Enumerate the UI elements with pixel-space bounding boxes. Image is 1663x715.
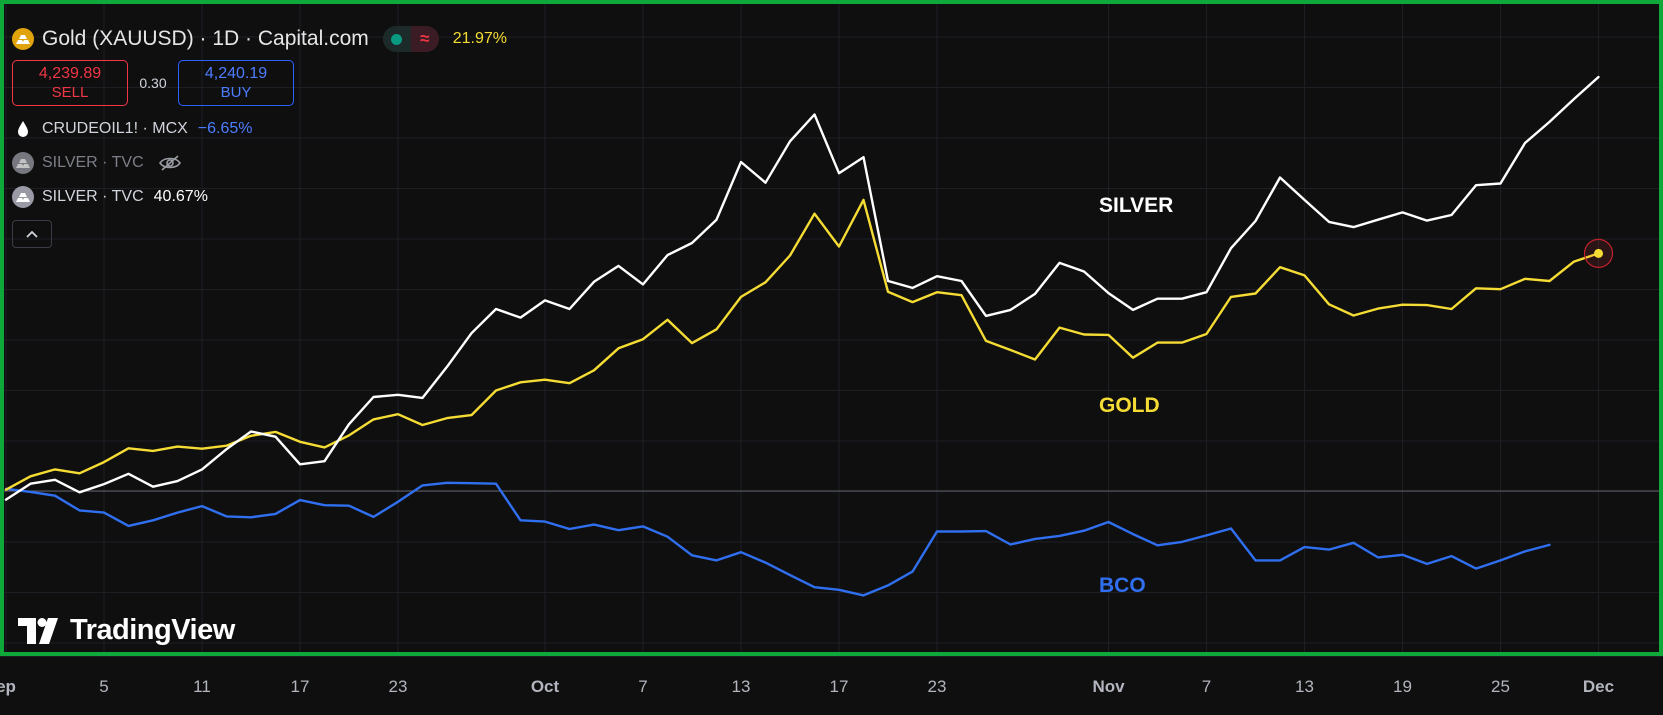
compare-symbol-name[interactable]: CRUDEOIL1! · MCX (42, 120, 188, 137)
buy-button[interactable]: 4,240.19 BUY (178, 60, 294, 106)
sell-price: 4,239.89 (38, 65, 102, 82)
market-open-dot-icon (391, 33, 403, 45)
tradingview-logo[interactable]: TradingView (18, 614, 235, 647)
compare-symbol-name[interactable]: SILVER · TVC (42, 188, 144, 205)
logo-text: TradingView (70, 614, 235, 646)
market-status-pill[interactable]: ≈ (382, 26, 439, 52)
x-tick-label: 5 (99, 677, 108, 696)
compare-symbol-name[interactable]: SILVER · TVC (42, 154, 144, 171)
gold-bars-icon (12, 28, 34, 50)
collapse-legend-button[interactable] (12, 220, 52, 248)
x-tick-label: 7 (1202, 677, 1211, 696)
main-change-pct: 21.97% (452, 30, 508, 47)
main-symbol-title[interactable]: Gold (XAUUSD) · 1D · Capital.com (42, 27, 369, 50)
series-line-bco (4, 481, 1551, 597)
x-tick-label: 13 (732, 677, 751, 696)
spread-value: 0.30 (139, 75, 167, 91)
buy-label: BUY (220, 84, 252, 101)
x-tick-label: Dec (1583, 677, 1614, 696)
x-tick-label: 11 (193, 677, 211, 696)
last-price-marker-dot (1594, 248, 1603, 258)
legend-main-row[interactable]: Gold (XAUUSD) · 1D · Capital.com ≈ 21.97… (12, 22, 507, 56)
eye-crossed-icon[interactable] (158, 154, 182, 172)
legend-compare-silver-hidden[interactable]: SILVER · TVC (12, 146, 507, 180)
x-tick-label: Oct (531, 677, 560, 696)
tradingview-mark-icon (18, 617, 58, 644)
legend: Gold (XAUUSD) · 1D · Capital.com ≈ 21.97… (12, 22, 507, 248)
series-label-silver: SILVER (1099, 194, 1174, 217)
sell-button[interactable]: 4,239.89 SELL (12, 60, 128, 106)
legend-compare-crude[interactable]: CRUDEOIL1! · MCX −6.65% (12, 112, 507, 146)
highlight-frame (0, 0, 1663, 656)
data-delay-icon: ≈ (410, 26, 439, 52)
chevron-up-icon (26, 230, 38, 238)
x-tick-label: ep (0, 677, 16, 696)
series-line-gold (4, 198, 1600, 491)
x-tick-label: 13 (1295, 677, 1314, 696)
x-tick-label: 7 (638, 677, 647, 696)
x-tick-label: 23 (928, 677, 947, 696)
series-label-bco: BCO (1099, 574, 1146, 597)
silver-bars-icon (12, 186, 34, 208)
x-tick-label: 19 (1393, 677, 1412, 696)
series-label-gold: GOLD (1099, 394, 1160, 417)
x-tick-label: 23 (389, 677, 408, 696)
series-line-silver (4, 75, 1600, 501)
silver-bars-icon (12, 152, 34, 174)
compare-change-pct: −6.65% (197, 120, 253, 137)
x-tick-label: 17 (291, 677, 310, 696)
sell-label: SELL (51, 84, 89, 101)
x-tick-label: 17 (830, 677, 849, 696)
droplet-icon (12, 118, 34, 140)
x-tick-label: 25 (1491, 677, 1510, 696)
legend-compare-silver[interactable]: SILVER · TVC 40.67% (12, 180, 507, 214)
compare-change-pct: 40.67% (153, 188, 208, 205)
x-tick-label: Nov (1092, 677, 1125, 696)
buy-price: 4,240.19 (204, 65, 268, 82)
trade-buttons: 4,239.89 SELL 0.30 4,240.19 BUY (12, 60, 507, 106)
